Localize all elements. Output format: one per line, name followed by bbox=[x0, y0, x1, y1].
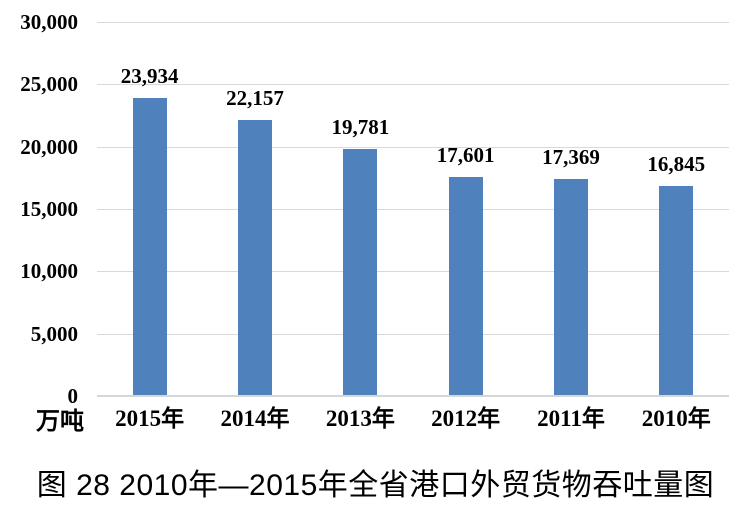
x-axis-tick-label: 2011年 bbox=[537, 406, 605, 431]
x-axis-tick-label: 2010年 bbox=[641, 406, 711, 431]
bar-2010年 bbox=[659, 186, 694, 396]
bar-value-label: 17,369 bbox=[542, 145, 600, 170]
x-axis-tick-label: 2013年 bbox=[325, 406, 395, 431]
bar-value-label: 22,157 bbox=[226, 85, 284, 110]
bar-value-label: 19,781 bbox=[331, 115, 390, 140]
bar-slot: 22,157 bbox=[202, 22, 307, 396]
gridline bbox=[97, 271, 729, 273]
x-axis-line bbox=[97, 395, 729, 397]
x-axis-labels: 2015年 2014年 2013年 2012年 2011年 2010年 bbox=[97, 405, 729, 433]
y-axis-tick-label: 25,000 bbox=[20, 72, 78, 97]
bar-2015年 bbox=[132, 97, 167, 396]
chart-caption: 图 28 2010年—2015年全省港口外贸货物吞吐量图 bbox=[36, 469, 715, 502]
gridline bbox=[97, 22, 729, 23]
x-axis-tick-label: 2014年 bbox=[220, 406, 290, 431]
y-axis-unit-label: 万吨 bbox=[36, 408, 84, 435]
gridline bbox=[97, 333, 729, 335]
bar-2012年 bbox=[448, 176, 483, 396]
x-axis-tick-label: 2015年 bbox=[115, 406, 185, 431]
y-axis-tick-label: 10,000 bbox=[20, 259, 78, 284]
plot-area: 23,934 22,157 19,781 17,601 17,369 16,845 bbox=[97, 22, 729, 397]
bar-2014年 bbox=[237, 119, 272, 396]
bar-slot: 19,781 bbox=[308, 22, 413, 396]
bar-slot: 17,369 bbox=[518, 22, 623, 396]
gridline bbox=[97, 146, 729, 148]
gridline bbox=[97, 209, 729, 210]
bar-value-label: 16,845 bbox=[647, 152, 706, 176]
x-axis-tick-label: 2012年 bbox=[431, 406, 501, 431]
bar-slot: 16,845 bbox=[624, 22, 729, 396]
y-axis-tick-label: 15,000 bbox=[20, 197, 78, 221]
gridline bbox=[97, 84, 729, 86]
bar-value-label: 23,934 bbox=[120, 63, 179, 88]
bar-value-label: 17,601 bbox=[436, 142, 495, 167]
bars-row: 23,934 22,157 19,781 17,601 17,369 16,845 bbox=[97, 22, 729, 396]
y-axis-tick-label: 30,000 bbox=[20, 10, 78, 34]
y-axis-tick-label: 20,000 bbox=[20, 134, 78, 159]
bar-2013年 bbox=[343, 149, 378, 396]
y-axis-tick-label: 5,000 bbox=[30, 321, 78, 346]
bar-slot: 23,934 bbox=[97, 22, 202, 396]
y-axis-tick-label: 0 bbox=[67, 384, 79, 408]
bar-2011年 bbox=[553, 179, 588, 396]
bar-slot: 17,601 bbox=[413, 22, 518, 396]
